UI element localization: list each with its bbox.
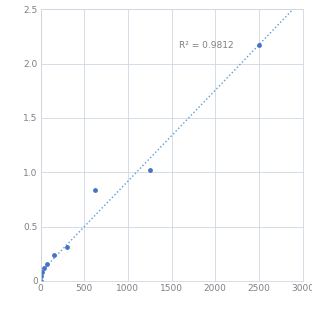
Point bbox=[51, 253, 56, 258]
Point bbox=[256, 42, 261, 47]
Point bbox=[93, 188, 98, 193]
Point bbox=[41, 266, 46, 271]
Point bbox=[38, 278, 43, 283]
Text: R² = 0.9812: R² = 0.9812 bbox=[178, 41, 233, 50]
Point bbox=[45, 262, 50, 267]
Point bbox=[147, 168, 152, 173]
Point bbox=[39, 274, 44, 279]
Point bbox=[64, 244, 69, 249]
Point bbox=[40, 270, 45, 275]
